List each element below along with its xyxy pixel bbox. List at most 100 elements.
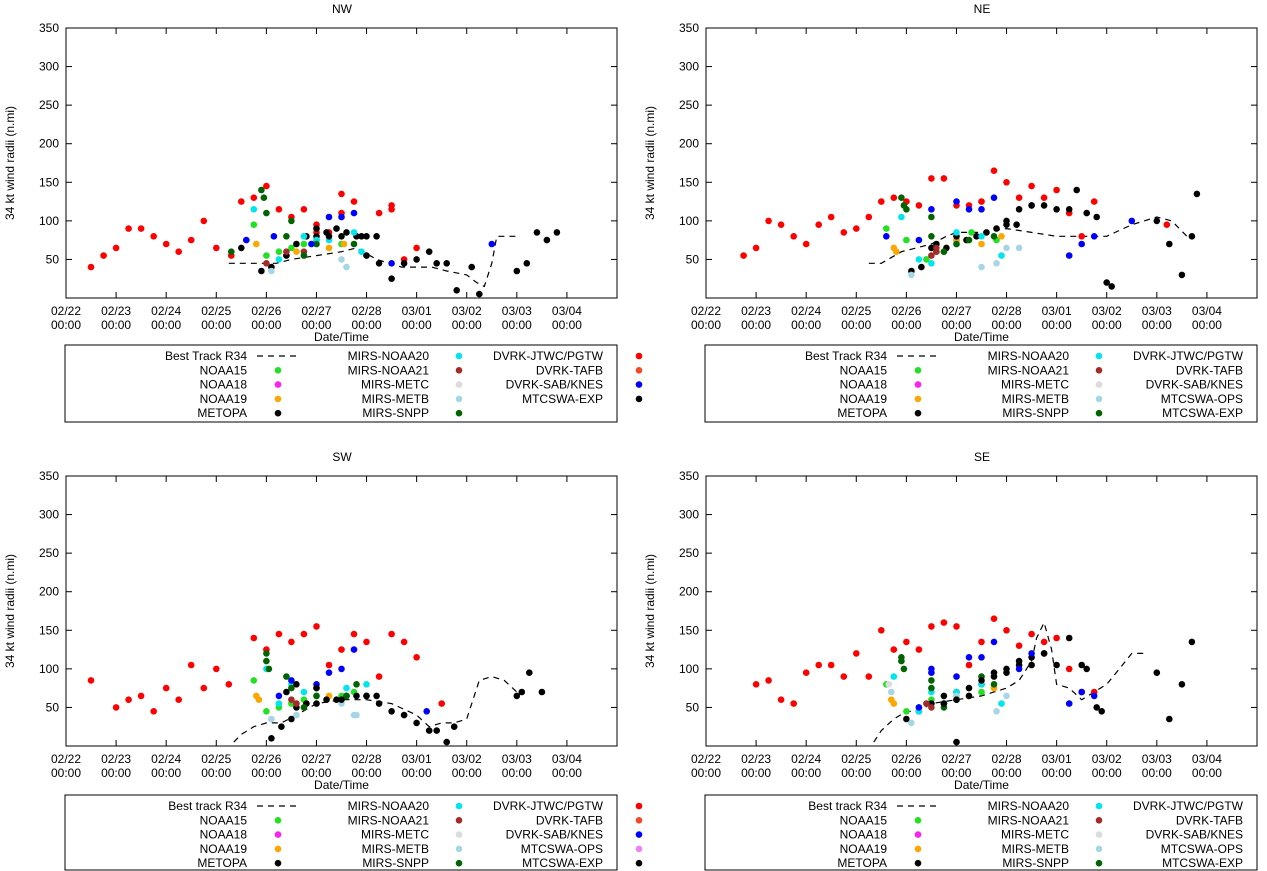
y-axis-label: 34 kt wind radii (n.mi): [3, 106, 17, 220]
x-tick-label: 00:00: [352, 766, 382, 780]
point-noaa19: [998, 233, 1005, 240]
point-noaa15: [300, 240, 308, 248]
legend-label: Best track R34: [168, 799, 247, 813]
point-mirs-noaa20: [300, 233, 308, 240]
legend-symbol: [914, 845, 922, 853]
point-mirs-noaa21: [263, 260, 270, 267]
point-mtcswa-exp: [538, 688, 546, 696]
x-tick-label: 03/02: [452, 752, 482, 766]
point-dvrk-sab-knes: [965, 654, 973, 661]
point-dvrk-jtwc-pgtw: [790, 700, 797, 707]
point-mirs-metb: [268, 715, 275, 723]
y-tick-label: 250: [679, 98, 699, 112]
point-mtcswa-exp: [1108, 283, 1115, 290]
x-tick-label: 02/22: [51, 752, 81, 766]
legend-box: [704, 794, 1258, 871]
x-tick-label: 00:00: [691, 318, 721, 332]
point-dvrk-jtwc-pgtw: [1065, 665, 1073, 673]
point-dvrk-jtwc-pgtw: [752, 244, 760, 252]
point-dvrk-jtwc-pgtw: [815, 661, 822, 669]
legend-label: DVRK-JTWC/PGTW: [1133, 349, 1244, 363]
point-noaa19: [890, 700, 898, 707]
x-tick-label: 00:00: [1192, 766, 1222, 780]
point-mirs-noaa20: [998, 252, 1005, 259]
legend-label: MIRS-NOAA20: [988, 799, 1070, 813]
point-dvrk-jtwc-pgtw: [903, 638, 910, 646]
point-mtcswa-exp: [1028, 202, 1035, 209]
y-tick-label: 150: [679, 623, 699, 637]
plot-frame: [705, 27, 1258, 299]
x-tick-label: 03/01: [1042, 304, 1072, 318]
point-dvrk-jtwc-pgtw: [1078, 233, 1085, 240]
y-tick-label: 50: [46, 700, 60, 714]
legend-box: [704, 344, 1258, 423]
legend-label: MIRS-NOAA21: [988, 813, 1070, 827]
point-noaa15: [923, 256, 930, 263]
point-mtcswa-exp: [1166, 240, 1173, 248]
x-tick-label: 02/28: [352, 304, 382, 318]
point-mtcswa-exp: [453, 287, 461, 294]
legend-symbol: [914, 409, 922, 417]
point-mtcswa-exp: [1003, 217, 1010, 225]
legend-label: DVRK-JTWC/PGTW: [1133, 799, 1244, 813]
point-mtcswa-exp: [1188, 233, 1196, 240]
point-mtcswa-exp: [543, 236, 551, 244]
point-mirs-noaa21: [283, 248, 290, 255]
point-dvrk-jtwc-pgtw: [150, 233, 157, 240]
best-track-line: [228, 235, 517, 288]
point-dvrk-jtwc-pgtw: [125, 696, 132, 703]
point-metopa: [983, 229, 990, 236]
point-dvrk-jtwc-pgtw: [413, 244, 420, 252]
point-dvrk-jtwc-pgtw: [1003, 627, 1010, 634]
point-dvrk-jtwc-pgtw: [915, 646, 923, 653]
point-mirs-metb: [293, 711, 300, 719]
legend-symbol: [274, 817, 282, 824]
point-mirs-snpp: [228, 248, 235, 255]
x-tick-label: 00:00: [101, 318, 131, 332]
legend-label: DVRK-SAB/KNES: [1146, 378, 1243, 392]
x-tick-label: 03/01: [402, 752, 432, 766]
point-dvrk-jtwc-pgtw: [137, 692, 145, 700]
point-mtcswa-exp: [1188, 638, 1196, 646]
point-metopa: [973, 233, 980, 240]
legend-symbol: [1095, 381, 1103, 388]
y-tick-label: 250: [39, 546, 59, 560]
point-dvrk-jtwc-pgtw: [878, 198, 885, 205]
point-mirs-noaa20: [343, 684, 350, 692]
point-mirs-noaa20: [300, 688, 308, 696]
legend-label: Best Track R34: [165, 349, 247, 363]
point-dvrk-jtwc-pgtw: [802, 240, 810, 248]
point-dvrk-jtwc-pgtw: [87, 263, 95, 271]
point-mirs-metb: [993, 260, 1000, 267]
point-dvrk-jtwc-pgtw: [940, 175, 948, 182]
y-tick-label: 350: [679, 21, 699, 35]
legend-label: MIRS-NOAA20: [988, 349, 1070, 363]
legend-symbol: [455, 381, 463, 388]
point-dvrk-jtwc-pgtw: [1053, 186, 1060, 194]
point-metopa: [1013, 221, 1020, 228]
legend-symbol: [1095, 409, 1103, 417]
x-tick-label: 02/22: [691, 304, 721, 318]
point-dvrk-jtwc-pgtw: [1163, 221, 1171, 228]
legend-label: MTCSWA-OPS: [521, 842, 603, 856]
legend-label: MIRS-NOAA21: [348, 813, 430, 827]
point-dvrk-jtwc-pgtw: [200, 684, 208, 692]
point-dvrk-jtwc-pgtw: [187, 661, 195, 669]
point-mirs-snpp: [288, 684, 295, 692]
legend-label: MIRS-SNPP: [1002, 406, 1069, 420]
legend-label: NOAA18: [840, 828, 888, 842]
point-mirs-metb: [978, 263, 985, 271]
point-mtcswa-exp: [388, 275, 395, 283]
point-metopa: [373, 233, 380, 240]
y-tick-label: 100: [39, 214, 59, 228]
point-noaa15: [968, 229, 975, 236]
point-metopa: [940, 692, 948, 700]
x-tick-label: 03/03: [502, 304, 532, 318]
point-mirs-noaa20: [350, 229, 358, 236]
plot-frame: [705, 475, 1258, 747]
panel-title: NE: [974, 2, 991, 16]
x-tick-label: 00:00: [101, 766, 131, 780]
legend-label: METOPA: [197, 856, 247, 870]
point-dvrk-jtwc-pgtw: [350, 198, 358, 205]
point-dvrk-sab-knes: [338, 213, 345, 221]
